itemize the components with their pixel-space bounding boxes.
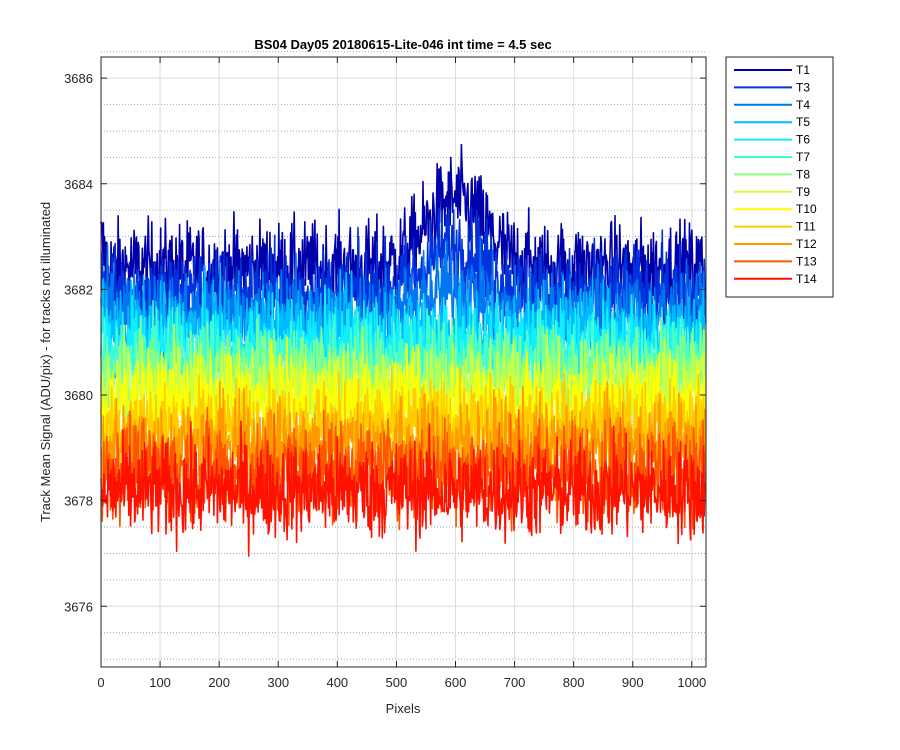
legend-label-t13: T13 bbox=[796, 254, 817, 268]
legend-box bbox=[725, 56, 834, 298]
x-tick-label: 300 bbox=[267, 675, 289, 690]
x-tick-label: 900 bbox=[622, 675, 644, 690]
series-layer bbox=[100, 143, 707, 557]
x-tick-label: 1000 bbox=[677, 675, 706, 690]
x-tick-label: 500 bbox=[386, 675, 408, 690]
x-tick-label: 100 bbox=[149, 675, 171, 690]
series-line-t1 bbox=[100, 143, 706, 330]
y-tick-label: 3676 bbox=[64, 599, 93, 614]
x-axis-label: Pixels bbox=[386, 701, 421, 716]
legend-label-t6: T6 bbox=[796, 133, 810, 147]
series-line-t14 bbox=[100, 420, 707, 557]
legend-label-t12: T12 bbox=[796, 237, 817, 251]
plot-frame bbox=[100, 56, 707, 668]
x-tick-label: 800 bbox=[563, 675, 585, 690]
x-tick-label: 700 bbox=[504, 675, 526, 690]
legend-label-t14: T14 bbox=[796, 272, 817, 286]
legend-label-t5: T5 bbox=[796, 115, 810, 129]
y-tick-label: 3684 bbox=[64, 177, 93, 192]
chart-title: BS04 Day05 20180615-Lite-046 int time = … bbox=[254, 37, 551, 52]
legend: T1 T3 T4 T5 T6 T7 T8 T9 T10 T11 T12 T13 T14 bbox=[725, 56, 834, 298]
x-tick-label: 400 bbox=[326, 675, 348, 690]
legend-label-t7: T7 bbox=[796, 150, 810, 164]
legend-label-t4: T4 bbox=[796, 98, 810, 112]
y-tick-label: 3678 bbox=[64, 494, 93, 509]
legend-label-t10: T10 bbox=[796, 202, 817, 216]
y-tick-labels: 3676 3678 3680 3682 3684 3686 bbox=[64, 71, 93, 614]
y-axis-label: Track Mean Signal (ADU/pix) - for tracks… bbox=[38, 202, 53, 522]
legend-label-t3: T3 bbox=[796, 80, 810, 94]
legend-label-t1: T1 bbox=[796, 63, 810, 77]
legend-label-t8: T8 bbox=[796, 167, 810, 181]
y-tick-label: 3682 bbox=[64, 282, 93, 297]
y-tick-label: 3680 bbox=[64, 388, 93, 403]
x-tick-labels: 0 100 200 300 400 500 600 700 800 900 1000 bbox=[97, 675, 706, 690]
y-tick-label: 3686 bbox=[64, 71, 93, 86]
legend-label-t9: T9 bbox=[796, 185, 810, 199]
x-tick-label: 600 bbox=[445, 675, 467, 690]
legend-label-t11: T11 bbox=[796, 220, 816, 234]
tick-marks bbox=[100, 57, 706, 667]
x-tick-label: 200 bbox=[208, 675, 230, 690]
x-tick-label: 0 bbox=[97, 675, 104, 690]
